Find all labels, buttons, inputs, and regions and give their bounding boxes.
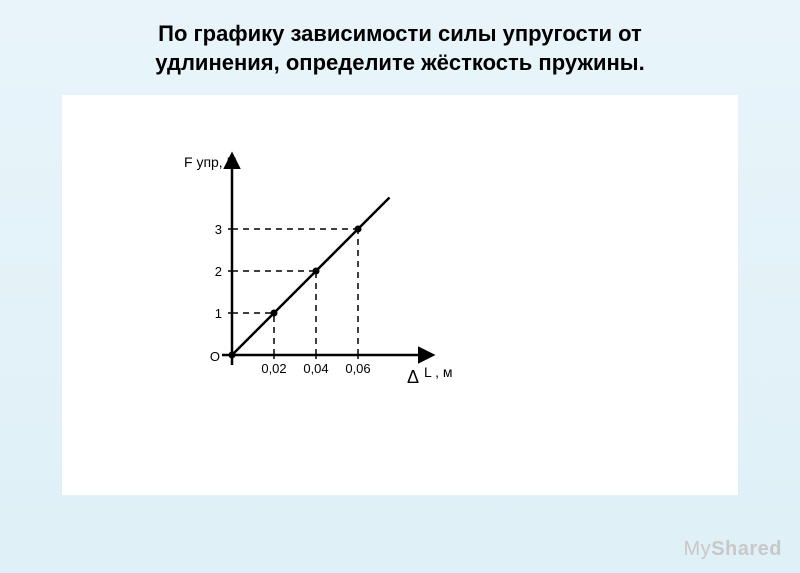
svg-text:Δ: Δ <box>407 367 419 387</box>
title-line-1: По графику зависимости силы упругости от <box>158 21 642 46</box>
svg-text:0,06: 0,06 <box>345 361 370 376</box>
chart-panel: 1 2 3 0,02 0,04 0,06 О F упр, Н Δ L , м <box>62 95 738 495</box>
spring-force-chart: 1 2 3 0,02 0,04 0,06 О F упр, Н Δ L , м <box>132 125 512 405</box>
title-line-2: удлинения, определите жёсткость пружины. <box>155 50 644 75</box>
svg-text:2: 2 <box>215 264 222 279</box>
watermark-prefix: My <box>684 538 712 560</box>
svg-text:L , м: L , м <box>424 364 453 380</box>
watermark: MyShared <box>684 538 782 561</box>
svg-text:1: 1 <box>215 306 222 321</box>
svg-text:F упр, Н: F упр, Н <box>184 154 237 170</box>
svg-text:0,04: 0,04 <box>303 361 328 376</box>
svg-text:3: 3 <box>215 222 222 237</box>
page-title: По графику зависимости силы упругости от… <box>0 20 800 77</box>
svg-text:О: О <box>210 349 220 364</box>
svg-text:0,02: 0,02 <box>261 361 286 376</box>
watermark-suffix: Shared <box>711 538 782 560</box>
